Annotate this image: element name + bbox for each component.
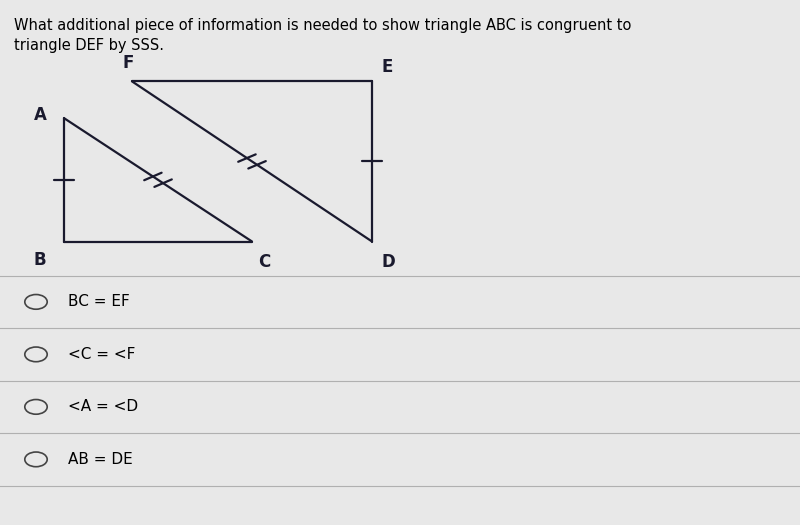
- Text: D: D: [382, 253, 395, 271]
- Text: AB = DE: AB = DE: [68, 452, 133, 467]
- Text: A: A: [34, 107, 46, 124]
- Text: E: E: [382, 58, 393, 76]
- Text: What additional piece of information is needed to show triangle ABC is congruent: What additional piece of information is …: [14, 18, 632, 34]
- Text: C: C: [258, 253, 270, 271]
- Text: <C = <F: <C = <F: [68, 347, 135, 362]
- Text: F: F: [122, 54, 134, 72]
- Text: BC = EF: BC = EF: [68, 295, 130, 309]
- Text: triangle DEF by SSS.: triangle DEF by SSS.: [14, 38, 165, 53]
- Text: B: B: [34, 251, 46, 269]
- Text: <A = <D: <A = <D: [68, 400, 138, 414]
